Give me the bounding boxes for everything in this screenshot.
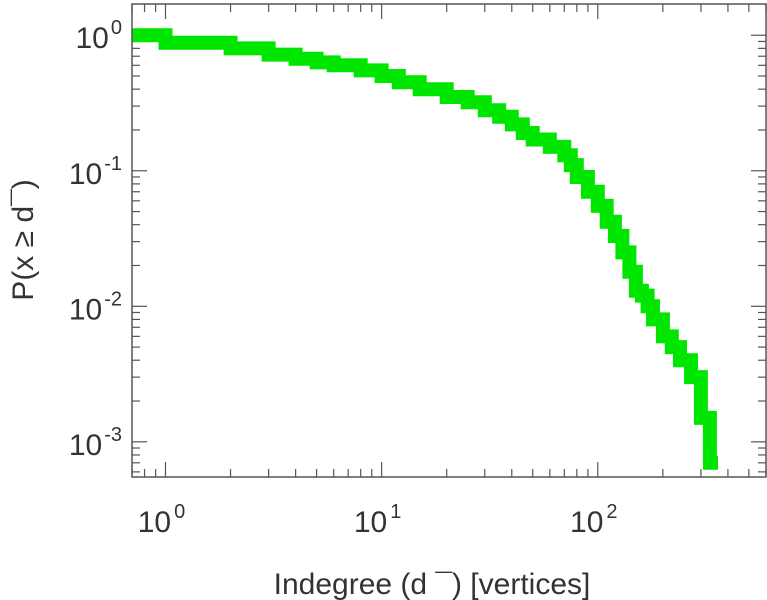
y-tick-label: 10 -3 — [69, 424, 122, 462]
x-tick-label: 10 2 — [570, 501, 618, 539]
plot-frame — [131, 3, 767, 478]
y-tick-label: 10 0 — [76, 17, 123, 55]
y-axis-label: P(x ≥ d¯) — [7, 179, 40, 300]
series-layer — [132, 28, 718, 470]
x-tick-label: 10 1 — [354, 501, 402, 539]
x-tick-label: 10 0 — [138, 501, 186, 539]
axis-ticks — [131, 4, 767, 477]
series-line — [132, 28, 718, 470]
y-tick-label: 10 -2 — [69, 288, 122, 326]
x-axis-label: Indegree (d ¯) [vertices] — [274, 568, 591, 600]
y-tick-label: 10 -1 — [69, 153, 122, 191]
tick-labels: 10 0 10 1 10 2 10 0 10 -1 10 -2 10 -3 — [69, 17, 618, 539]
